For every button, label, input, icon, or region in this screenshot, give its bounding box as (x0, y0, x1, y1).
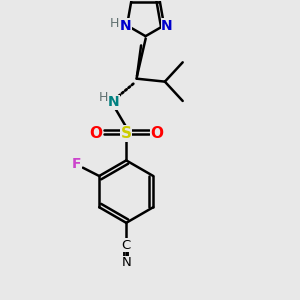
Text: N: N (108, 95, 119, 110)
Text: N: N (121, 256, 131, 269)
Text: O: O (150, 126, 163, 141)
Text: H: H (110, 17, 119, 31)
Text: O: O (89, 126, 102, 141)
Text: H: H (99, 91, 108, 104)
Text: F: F (72, 157, 82, 171)
Text: N: N (120, 19, 131, 33)
Text: C: C (122, 238, 131, 252)
Text: S: S (121, 126, 132, 141)
Text: N: N (161, 19, 173, 33)
